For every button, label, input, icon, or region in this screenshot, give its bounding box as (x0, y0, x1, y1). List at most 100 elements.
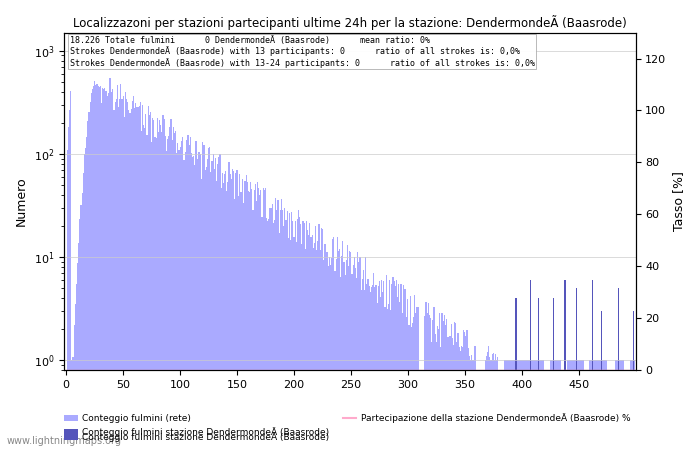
Bar (308, 234, 309, 450)
Bar (515, 298, 517, 450)
Bar (568, 360, 569, 450)
Bar (617, 360, 618, 450)
Bar (119, 99, 120, 450)
Bar (595, 360, 596, 450)
Bar (170, 119, 172, 450)
Bar (455, 323, 456, 450)
Bar (340, 277, 341, 450)
Bar (288, 238, 289, 450)
Bar (522, 360, 524, 450)
Bar (435, 342, 437, 450)
Bar (488, 346, 489, 450)
Bar (370, 292, 371, 450)
Bar (162, 116, 164, 450)
Bar (280, 210, 281, 450)
Bar (571, 360, 573, 450)
Bar (569, 360, 570, 450)
Bar (374, 287, 375, 450)
Bar (249, 192, 250, 450)
Bar (216, 180, 217, 450)
Bar (126, 99, 127, 450)
Bar (230, 174, 231, 450)
Bar (618, 360, 619, 450)
Bar (592, 280, 593, 450)
Bar (222, 173, 223, 450)
Bar (430, 318, 431, 450)
Bar (290, 240, 291, 450)
Bar (125, 91, 126, 450)
Bar (92, 89, 93, 450)
Bar (173, 127, 174, 450)
Bar (188, 145, 190, 450)
Bar (413, 317, 414, 450)
Bar (351, 274, 353, 450)
Bar (433, 307, 435, 450)
Bar (591, 360, 592, 450)
Bar (260, 190, 262, 450)
Bar (542, 360, 543, 450)
Bar (373, 273, 374, 450)
Bar (159, 120, 160, 450)
Bar (349, 251, 350, 450)
Bar (248, 191, 249, 450)
Bar (558, 360, 559, 450)
Bar (399, 302, 400, 450)
Bar (104, 88, 106, 450)
Bar (412, 323, 413, 450)
Bar (529, 360, 531, 450)
Bar (416, 307, 417, 450)
Bar (431, 342, 433, 450)
Bar (91, 93, 92, 450)
Bar (602, 360, 603, 450)
Bar (542, 360, 544, 450)
Bar (372, 285, 373, 450)
Bar (324, 244, 326, 450)
Bar (606, 360, 607, 450)
Bar (144, 128, 146, 450)
Bar (510, 360, 511, 450)
Bar (527, 360, 528, 450)
Bar (538, 298, 540, 450)
Bar (368, 286, 370, 450)
Bar (633, 311, 634, 450)
Bar (559, 360, 560, 450)
Bar (178, 150, 179, 450)
Bar (521, 360, 522, 450)
Bar (538, 360, 540, 450)
Bar (175, 131, 176, 450)
Bar (242, 180, 244, 450)
Bar (389, 280, 390, 450)
Bar (360, 290, 362, 450)
Bar (273, 223, 274, 450)
Bar (157, 118, 158, 450)
Bar (109, 78, 110, 450)
Bar (168, 136, 169, 450)
Bar (282, 211, 283, 450)
Bar (442, 321, 444, 450)
Bar (262, 188, 264, 450)
Bar (362, 279, 363, 450)
Bar (634, 360, 635, 450)
Bar (616, 360, 617, 450)
Bar (117, 85, 118, 450)
Bar (622, 360, 624, 450)
Bar (364, 290, 365, 450)
Bar (469, 356, 470, 450)
Bar (338, 252, 339, 450)
Bar (410, 296, 411, 450)
Bar (149, 114, 150, 450)
Bar (405, 289, 406, 450)
Bar (215, 158, 216, 450)
Bar (86, 137, 88, 450)
Bar (396, 280, 397, 450)
Bar (524, 360, 526, 450)
Bar (519, 360, 520, 450)
Bar (309, 223, 311, 450)
Bar (100, 86, 101, 450)
Bar (284, 207, 286, 450)
Bar (272, 204, 273, 450)
Bar (449, 336, 451, 450)
Bar (464, 332, 466, 450)
Bar (619, 360, 620, 450)
Bar (135, 104, 136, 450)
